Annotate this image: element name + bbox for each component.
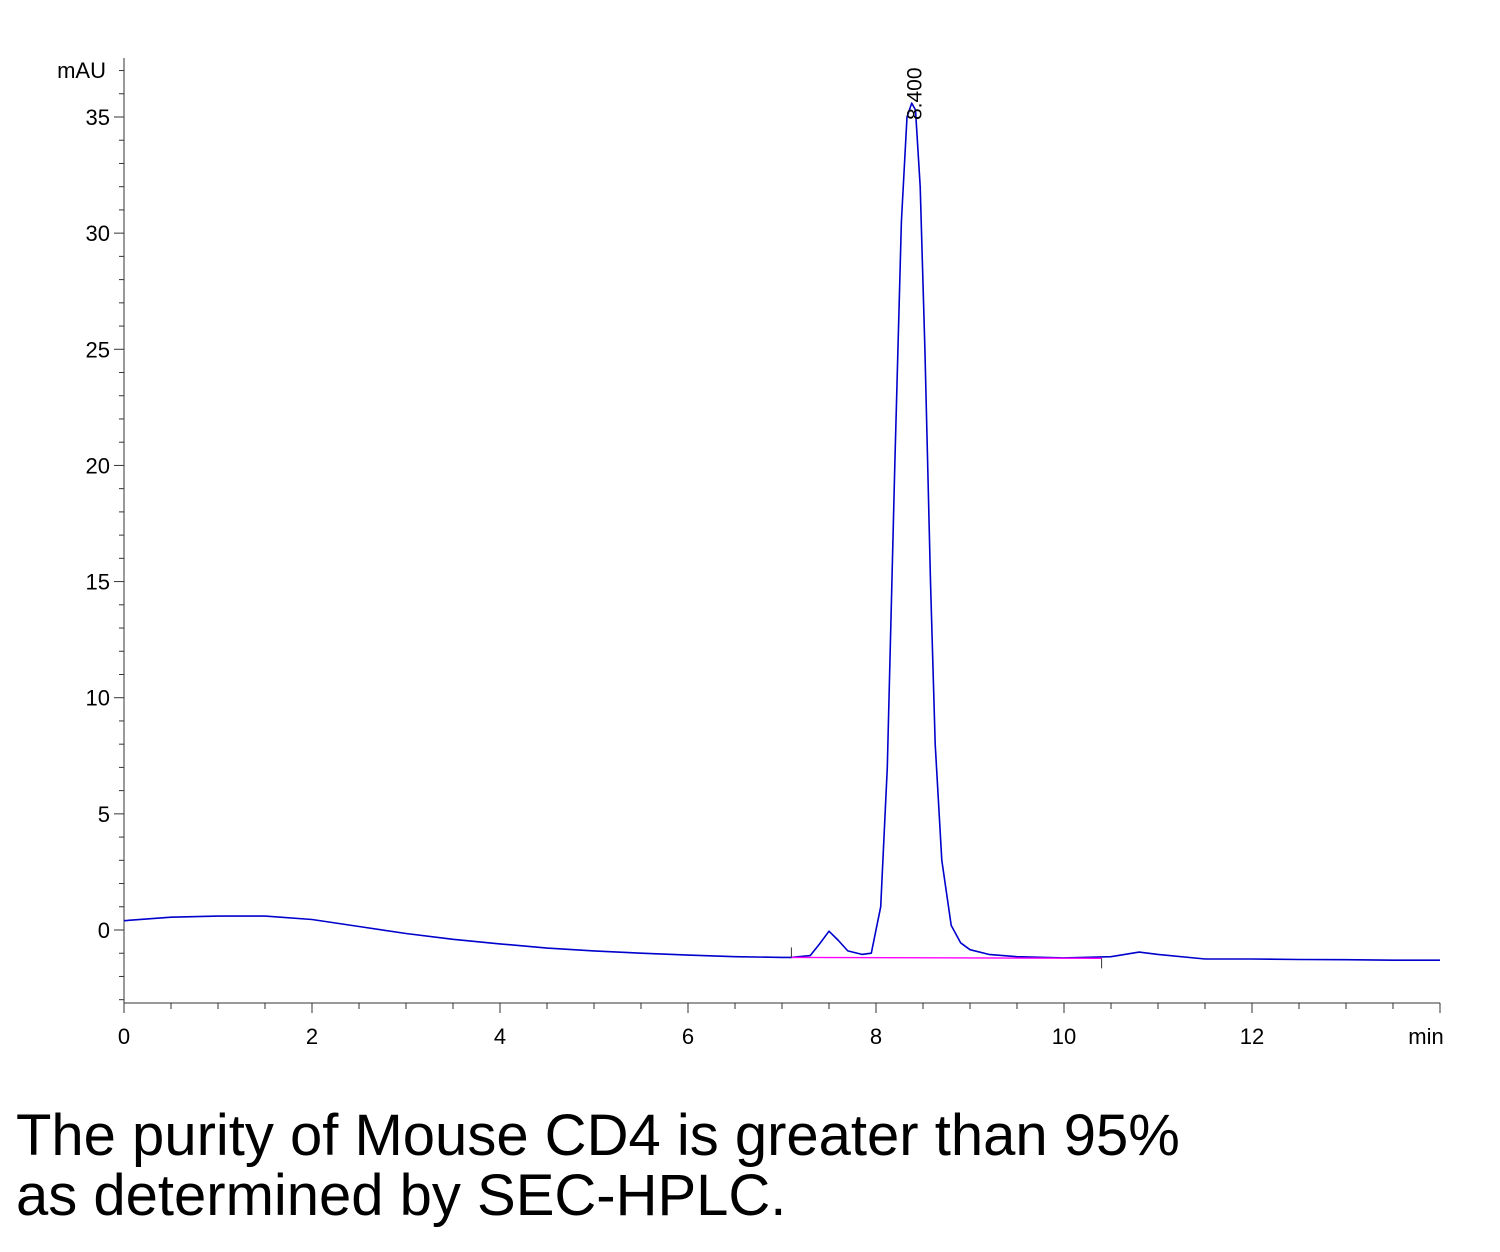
peak-label: 8.400 [904,67,927,120]
x-tick-label: 6 [682,1024,694,1049]
y-tick-label: 30 [86,221,110,246]
chromatogram-trace [123,102,1440,961]
chart-axes: 0 5 10 15 20 25 30 35 mAU 0 2 4 6 8 10 12 min [57,58,1444,1049]
x-tick-label: 4 [494,1024,506,1049]
x-tick-label: 10 [1052,1024,1076,1049]
y-axis-label: mAU [57,58,106,83]
y-tick-label: 35 [86,105,110,130]
baseline-trace [791,956,1102,959]
x-axis-label: min [1408,1024,1443,1049]
caption-line-1: The purity of Mouse CD4 is greater than … [16,1103,1180,1168]
y-tick-label: 5 [98,802,110,827]
y-tick-label: 0 [98,918,110,943]
y-tick-label: 15 [86,570,110,595]
y-tick-label: 10 [86,686,110,711]
x-tick-label: 0 [118,1024,130,1049]
chart-marks: 8.400 [123,67,1440,969]
y-tick-label: 25 [86,337,110,362]
y-tick-label: 20 [86,453,110,478]
chromatogram-chart: 0 5 10 15 20 25 30 35 mAU 0 2 4 6 8 10 12 min 8.400 [57,58,1444,1049]
caption-line-2: as determined by SEC-HPLC. [16,1163,787,1228]
x-tick-label: 2 [306,1024,318,1049]
caption: The purity of Mouse CD4 is greater than … [16,1106,1476,1226]
x-tick-label: 8 [870,1024,882,1049]
x-tick-label: 12 [1240,1024,1264,1049]
